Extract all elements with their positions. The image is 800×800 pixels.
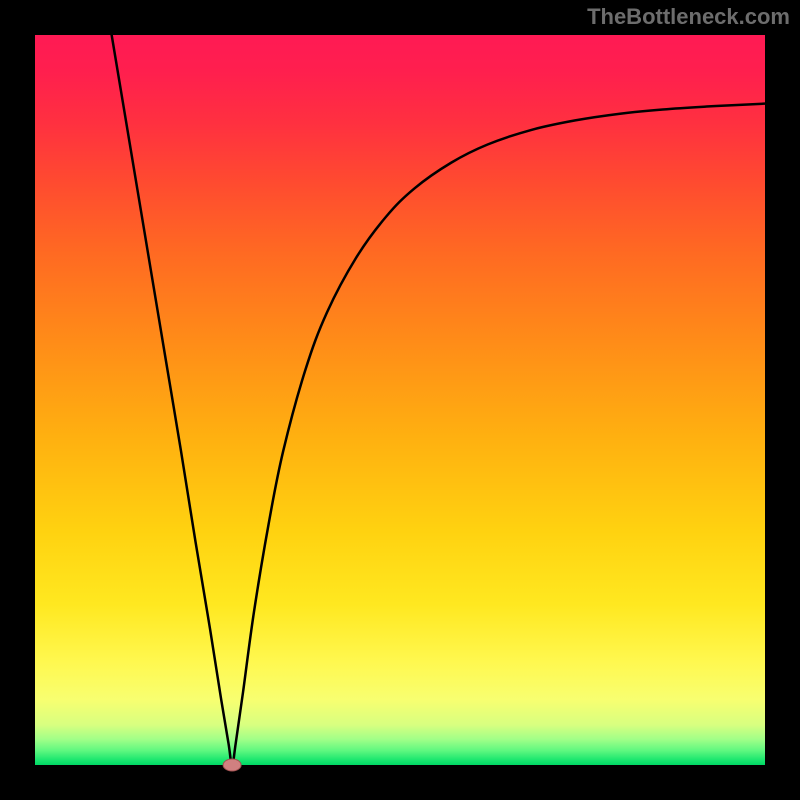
- chart-container: TheBottleneck.com: [0, 0, 800, 800]
- chart-svg: [0, 0, 800, 800]
- bottleneck-curve: [112, 35, 765, 765]
- watermark-text: TheBottleneck.com: [587, 4, 790, 30]
- valley-marker: [223, 759, 241, 771]
